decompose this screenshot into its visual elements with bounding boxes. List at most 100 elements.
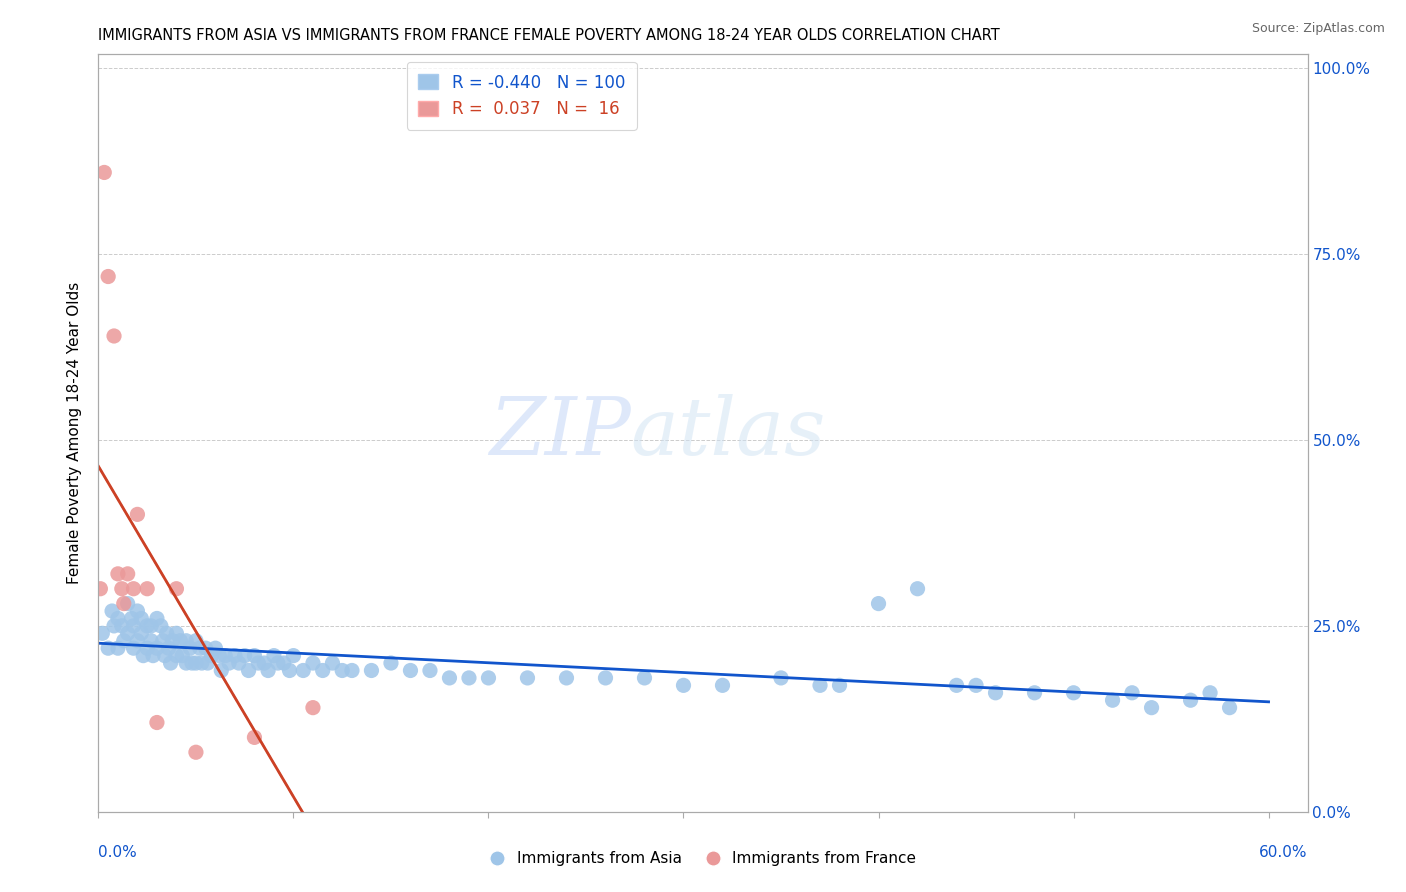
- Immigrants from Asia: [121, 611, 143, 625]
- Immigrants from Asia: [516, 671, 538, 685]
- Immigrants from France: [122, 582, 145, 596]
- Immigrants from Asia: [127, 633, 149, 648]
- Immigrants from Asia: [273, 656, 295, 670]
- Immigrants from Asia: [238, 664, 260, 678]
- Immigrants from Asia: [172, 648, 194, 663]
- Immigrants from Asia: [1180, 693, 1202, 707]
- Immigrants from Asia: [321, 656, 343, 670]
- Immigrants from Asia: [156, 626, 179, 640]
- Immigrants from Asia: [132, 648, 155, 663]
- Y-axis label: Female Poverty Among 18-24 Year Olds: Female Poverty Among 18-24 Year Olds: [67, 282, 83, 583]
- Immigrants from Asia: [419, 664, 441, 678]
- Immigrants from Asia: [360, 664, 382, 678]
- Immigrants from Asia: [399, 664, 422, 678]
- Immigrants from Asia: [91, 626, 114, 640]
- Immigrants from Asia: [477, 671, 499, 685]
- Immigrants from Asia: [330, 664, 353, 678]
- Immigrants from Asia: [194, 641, 217, 656]
- Immigrants from Asia: [111, 619, 134, 633]
- Immigrants from Asia: [174, 656, 197, 670]
- Immigrants from Asia: [107, 611, 129, 625]
- Immigrants from France: [127, 508, 149, 522]
- Immigrants from France: [136, 582, 159, 596]
- Immigrants from Asia: [162, 633, 184, 648]
- Immigrants from France: [146, 715, 169, 730]
- Immigrants from Asia: [769, 671, 792, 685]
- Immigrants from Asia: [218, 656, 240, 670]
- Immigrants from Asia: [103, 619, 125, 633]
- Immigrants from Asia: [555, 671, 578, 685]
- Immigrants from Asia: [224, 648, 246, 663]
- Immigrants from Asia: [208, 648, 231, 663]
- Immigrants from Asia: [122, 641, 145, 656]
- Immigrants from Asia: [159, 656, 181, 670]
- Text: 60.0%: 60.0%: [1260, 846, 1308, 860]
- Immigrants from Asia: [595, 671, 617, 685]
- Immigrants from Asia: [267, 656, 290, 670]
- Immigrants from France: [103, 329, 125, 343]
- Immigrants from Asia: [868, 597, 890, 611]
- Text: atlas: atlas: [630, 394, 825, 471]
- Immigrants from Asia: [117, 597, 139, 611]
- Immigrants from Asia: [165, 626, 187, 640]
- Immigrants from Asia: [139, 619, 162, 633]
- Immigrants from Asia: [247, 656, 270, 670]
- Immigrants from Asia: [136, 641, 159, 656]
- Immigrants from France: [184, 745, 207, 759]
- Immigrants from Asia: [828, 678, 851, 692]
- Immigrants from Asia: [312, 664, 335, 678]
- Text: ZIP: ZIP: [489, 394, 630, 471]
- Immigrants from France: [93, 165, 115, 179]
- Immigrants from Asia: [945, 678, 967, 692]
- Immigrants from Asia: [672, 678, 695, 692]
- Immigrants from Asia: [153, 648, 176, 663]
- Immigrants from Asia: [278, 664, 301, 678]
- Immigrants from Asia: [97, 641, 120, 656]
- Immigrants from Asia: [1101, 693, 1123, 707]
- Text: Source: ZipAtlas.com: Source: ZipAtlas.com: [1251, 22, 1385, 36]
- Immigrants from Asia: [191, 656, 214, 670]
- Immigrants from Asia: [131, 626, 153, 640]
- Immigrants from Asia: [209, 664, 232, 678]
- Immigrants from Asia: [1140, 700, 1163, 714]
- Immigrants from Asia: [117, 626, 139, 640]
- Immigrants from Asia: [283, 648, 305, 663]
- Immigrants from France: [165, 582, 187, 596]
- Immigrants from Asia: [136, 619, 159, 633]
- Immigrants from France: [107, 566, 129, 581]
- Immigrants from Asia: [157, 641, 180, 656]
- Immigrants from Asia: [188, 641, 211, 656]
- Immigrants from France: [117, 566, 139, 581]
- Immigrants from France: [302, 700, 325, 714]
- Immigrants from Asia: [200, 648, 222, 663]
- Immigrants from France: [89, 582, 111, 596]
- Immigrants from Asia: [142, 648, 165, 663]
- Immigrants from Asia: [146, 641, 169, 656]
- Immigrants from Asia: [146, 611, 169, 625]
- Text: IMMIGRANTS FROM ASIA VS IMMIGRANTS FROM FRANCE FEMALE POVERTY AMONG 18-24 YEAR O: IMMIGRANTS FROM ASIA VS IMMIGRANTS FROM …: [98, 28, 1000, 43]
- Immigrants from Asia: [112, 633, 135, 648]
- Immigrants from Asia: [965, 678, 987, 692]
- Immigrants from Asia: [174, 633, 197, 648]
- Immigrants from Asia: [340, 664, 363, 678]
- Legend: Immigrants from Asia, Immigrants from France: Immigrants from Asia, Immigrants from Fr…: [484, 845, 922, 872]
- Immigrants from Asia: [292, 664, 315, 678]
- Immigrants from Asia: [1063, 686, 1085, 700]
- Immigrants from Asia: [179, 641, 201, 656]
- Immigrants from France: [243, 731, 266, 745]
- Immigrants from Asia: [197, 656, 219, 670]
- Immigrants from Asia: [380, 656, 402, 670]
- Immigrants from Asia: [253, 656, 276, 670]
- Immigrants from Asia: [302, 656, 325, 670]
- Immigrants from Asia: [165, 648, 187, 663]
- Immigrants from Asia: [184, 633, 207, 648]
- Immigrants from Asia: [101, 604, 124, 618]
- Immigrants from Asia: [633, 671, 655, 685]
- Immigrants from France: [97, 269, 120, 284]
- Immigrants from Asia: [149, 619, 172, 633]
- Immigrants from Asia: [1219, 700, 1241, 714]
- Immigrants from France: [111, 582, 134, 596]
- Text: 0.0%: 0.0%: [98, 846, 138, 860]
- Immigrants from Asia: [127, 604, 149, 618]
- Immigrants from Asia: [808, 678, 831, 692]
